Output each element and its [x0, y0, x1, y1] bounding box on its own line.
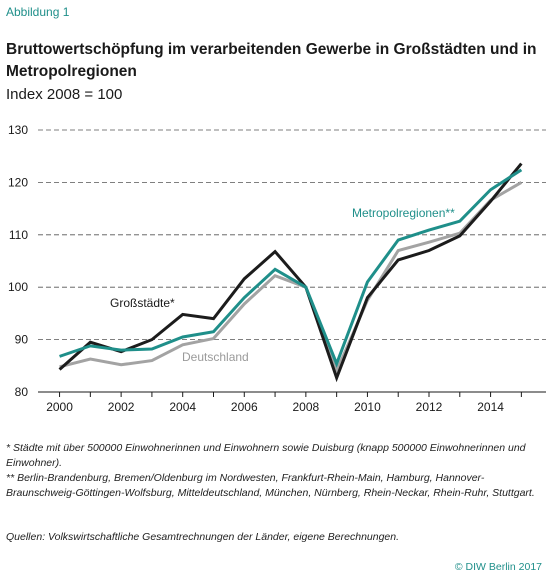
series-line-2 — [58, 162, 523, 383]
footnote-2: ** Berlin-Brandenburg, Bremen/Oldenburg … — [6, 472, 535, 499]
series-line-1 — [59, 181, 523, 376]
footnote-1: * Städte mit über 500000 Einwohnerinnen … — [6, 442, 526, 469]
x-tick-label: 2010 — [354, 400, 381, 414]
y-tick-label: 110 — [9, 228, 28, 242]
source-note: Quellen: Volkswirtschaftliche Gesamtrech… — [6, 531, 400, 543]
copyright: © DIW Berlin 2017 — [454, 561, 542, 573]
y-tick-label: 80 — [15, 385, 29, 399]
figure-label: Abbildung 1 — [6, 5, 70, 19]
y-tick-label: 90 — [15, 333, 29, 347]
series-label-1: Deutschland — [182, 350, 249, 364]
x-tick-label: 2006 — [231, 400, 258, 414]
y-tick-label: 130 — [8, 123, 28, 137]
series-label-3: Metropolregionen** — [352, 206, 455, 220]
x-tick-label: 2012 — [416, 400, 443, 414]
x-tick-label: 2014 — [477, 400, 504, 414]
series-line-3 — [59, 168, 523, 368]
chart-subtitle: Index 2008 = 100 — [6, 86, 123, 103]
series-label-2: Großstädte* — [110, 296, 175, 310]
y-tick-label: 100 — [8, 280, 28, 294]
x-tick-label: 2000 — [46, 400, 73, 414]
x-tick-label: 2002 — [108, 400, 135, 414]
line-chart: 80 90 100 110 120 130 2000 2002 2004 2006 2008 2010… — [8, 123, 546, 414]
x-tick-label: 2008 — [293, 400, 320, 414]
chart-title: Bruttowertschöpfung im verarbeitenden Ge… — [6, 41, 537, 80]
footnotes: * Städte mit über 500000 Einwohnerinnen … — [6, 441, 546, 501]
y-tick-label: 120 — [8, 175, 28, 189]
x-tick-label: 2004 — [169, 400, 196, 414]
